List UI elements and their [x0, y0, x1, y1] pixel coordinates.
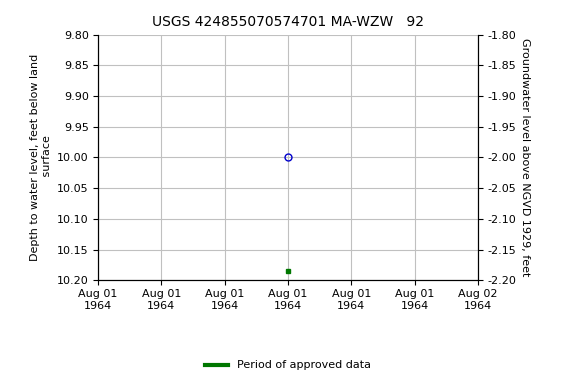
Title: USGS 424855070574701 MA-WZW   92: USGS 424855070574701 MA-WZW 92 — [152, 15, 424, 29]
Legend: Period of approved data: Period of approved data — [201, 356, 375, 375]
Y-axis label: Depth to water level, feet below land
 surface: Depth to water level, feet below land su… — [30, 54, 52, 261]
Y-axis label: Groundwater level above NGVD 1929, feet: Groundwater level above NGVD 1929, feet — [520, 38, 530, 276]
